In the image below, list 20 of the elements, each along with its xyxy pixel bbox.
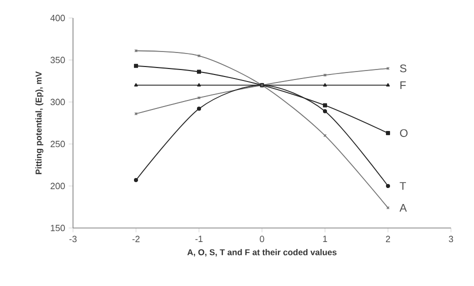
series-label: O [400, 129, 408, 137]
y-tick-label: 400 [50, 14, 65, 22]
y-axis-title: Pitting potential, (Ep), mV [35, 71, 44, 174]
y-tick-label: 250 [50, 140, 65, 148]
x-tick-label: 1 [323, 236, 328, 242]
y-tick-label: 300 [50, 98, 65, 106]
x-tick-label: 0 [260, 236, 264, 242]
series-label: T [400, 182, 406, 190]
y-tick-label: 350 [50, 56, 65, 64]
x-tick-label: 3 [448, 236, 454, 242]
y-tick-label: 200 [50, 182, 65, 190]
x-tick-label: -3 [69, 236, 77, 242]
y-tick-label: 150 [50, 224, 65, 232]
series-label: F [400, 81, 406, 89]
series-label: S [400, 64, 406, 72]
series-label: A [400, 204, 407, 212]
x-tick-label: -1 [195, 236, 203, 242]
x-tick-label: -2 [132, 236, 140, 242]
x-tick-label: 2 [386, 236, 390, 242]
x-axis-title: A, O, S, T and F at their coded values [187, 249, 337, 256]
